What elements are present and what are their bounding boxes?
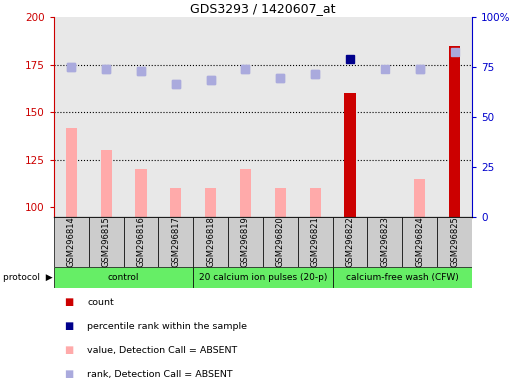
Bar bbox=[332, 267, 472, 288]
Bar bbox=[402, 17, 437, 217]
Bar bbox=[344, 93, 356, 217]
Bar bbox=[310, 189, 321, 217]
Bar bbox=[124, 217, 159, 267]
Text: GSM296823: GSM296823 bbox=[380, 217, 389, 267]
Bar bbox=[332, 17, 367, 217]
Text: calcium-free wash (CFW): calcium-free wash (CFW) bbox=[346, 273, 459, 282]
Bar bbox=[193, 217, 228, 267]
Text: ■: ■ bbox=[64, 297, 73, 308]
Text: ■: ■ bbox=[64, 345, 73, 356]
Text: protocol  ▶: protocol ▶ bbox=[3, 273, 52, 282]
Bar bbox=[332, 217, 367, 267]
Bar bbox=[205, 189, 216, 217]
Bar bbox=[66, 127, 77, 217]
Text: GSM296821: GSM296821 bbox=[311, 217, 320, 267]
Text: ■: ■ bbox=[64, 369, 73, 379]
Text: value, Detection Call = ABSENT: value, Detection Call = ABSENT bbox=[87, 346, 238, 355]
Text: control: control bbox=[108, 273, 140, 282]
Text: GSM296825: GSM296825 bbox=[450, 217, 459, 267]
Bar bbox=[54, 267, 193, 288]
Bar bbox=[89, 17, 124, 217]
Bar bbox=[228, 217, 263, 267]
Bar bbox=[170, 189, 182, 217]
Text: GSM296819: GSM296819 bbox=[241, 217, 250, 267]
Bar bbox=[240, 169, 251, 217]
Text: GSM296822: GSM296822 bbox=[346, 217, 354, 267]
Bar bbox=[193, 17, 228, 217]
Bar bbox=[263, 217, 298, 267]
Bar bbox=[159, 217, 193, 267]
Bar bbox=[228, 17, 263, 217]
Bar bbox=[402, 217, 437, 267]
Bar bbox=[367, 217, 402, 267]
Bar bbox=[449, 46, 460, 217]
Bar bbox=[263, 17, 298, 217]
Text: count: count bbox=[87, 298, 114, 307]
Text: GSM296820: GSM296820 bbox=[276, 217, 285, 267]
Bar bbox=[89, 217, 124, 267]
Title: GDS3293 / 1420607_at: GDS3293 / 1420607_at bbox=[190, 2, 336, 15]
Bar bbox=[101, 151, 112, 217]
Bar bbox=[437, 217, 472, 267]
Bar bbox=[159, 17, 193, 217]
Text: ■: ■ bbox=[64, 321, 73, 331]
Text: GSM296816: GSM296816 bbox=[136, 217, 146, 267]
Text: 20 calcium ion pulses (20-p): 20 calcium ion pulses (20-p) bbox=[199, 273, 327, 282]
Bar bbox=[437, 17, 472, 217]
Bar bbox=[124, 17, 159, 217]
Bar bbox=[193, 267, 332, 288]
Text: rank, Detection Call = ABSENT: rank, Detection Call = ABSENT bbox=[87, 370, 233, 379]
Text: GSM296814: GSM296814 bbox=[67, 217, 76, 267]
Bar bbox=[275, 189, 286, 217]
Bar bbox=[135, 169, 147, 217]
Text: GSM296815: GSM296815 bbox=[102, 217, 111, 267]
Text: GSM296818: GSM296818 bbox=[206, 217, 215, 267]
Bar bbox=[298, 217, 332, 267]
Bar bbox=[54, 217, 89, 267]
Text: GSM296824: GSM296824 bbox=[415, 217, 424, 267]
Bar bbox=[298, 17, 332, 217]
Bar bbox=[414, 179, 425, 217]
Text: GSM296817: GSM296817 bbox=[171, 217, 180, 267]
Bar bbox=[54, 17, 89, 217]
Bar bbox=[367, 17, 402, 217]
Text: percentile rank within the sample: percentile rank within the sample bbox=[87, 322, 247, 331]
